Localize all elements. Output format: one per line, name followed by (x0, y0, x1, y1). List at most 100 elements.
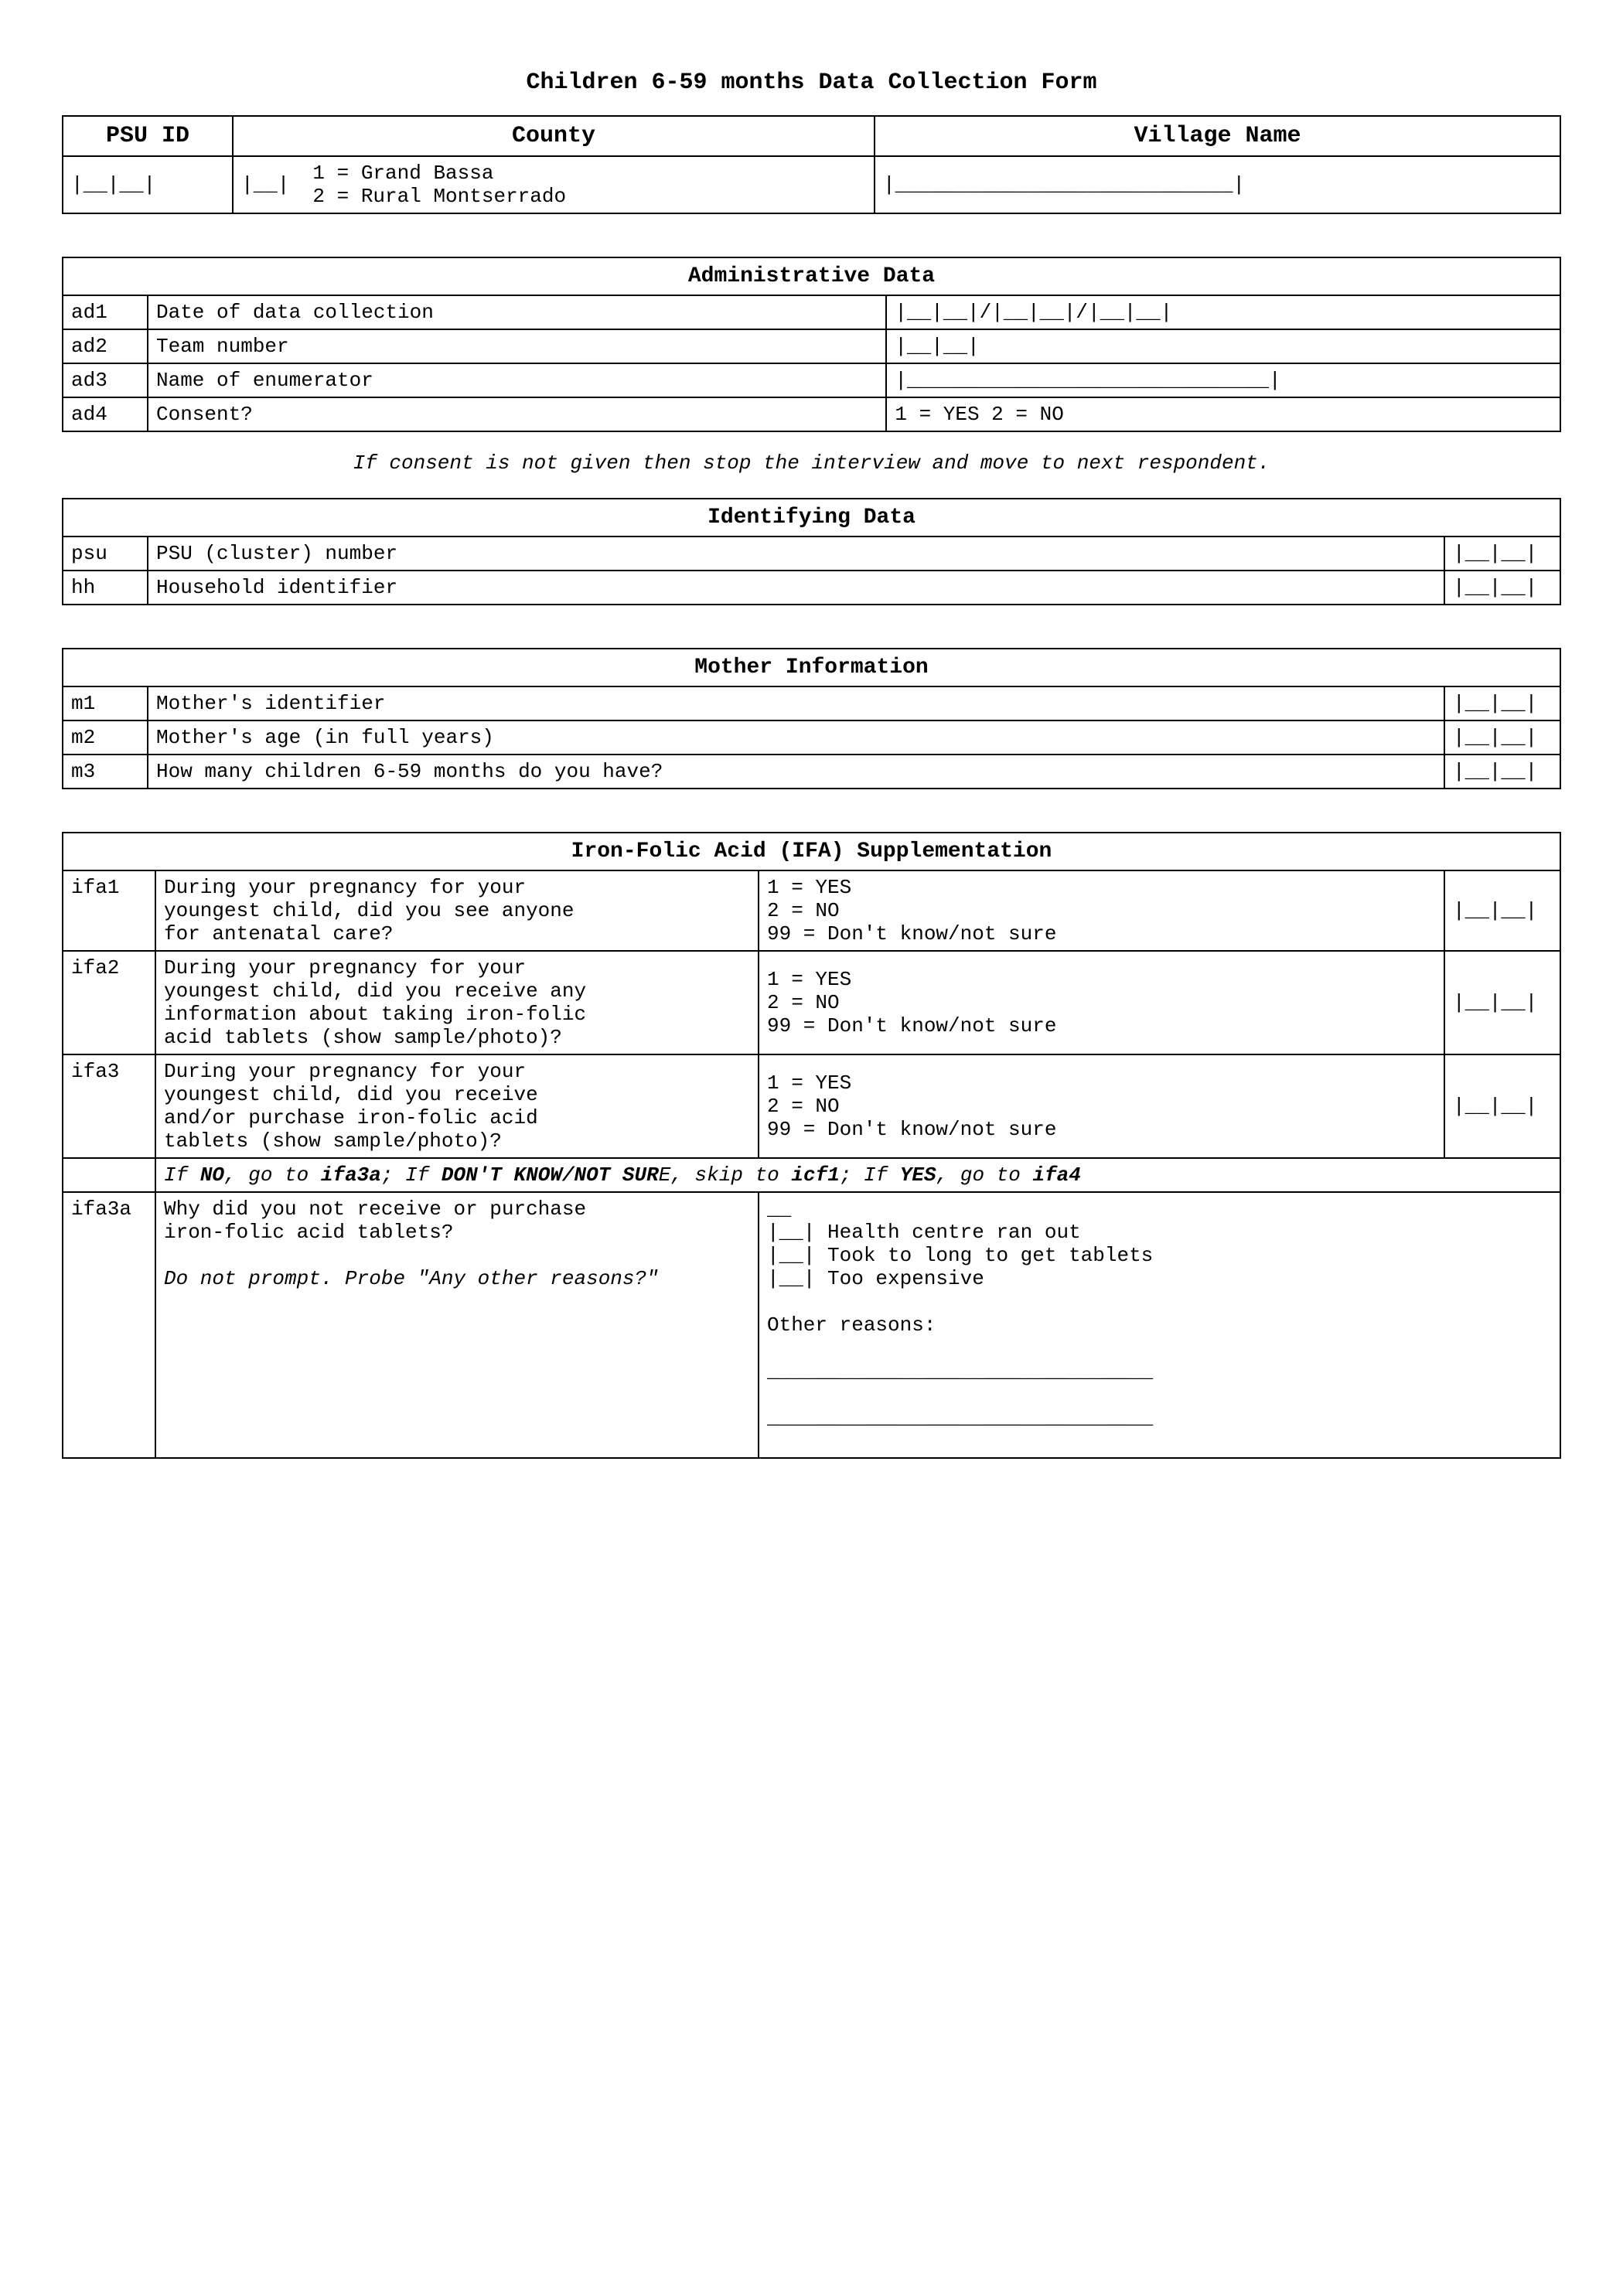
ifa1-opt-dk: 99 = Don't know/not sure (767, 922, 1436, 945)
ifa1-opt-yes: 1 = YES (767, 876, 1436, 899)
m3-value[interactable]: |__|__| (1444, 755, 1560, 789)
skip-t5: , go to (936, 1163, 1033, 1187)
ifa1-q-line2: youngest child, did you see anyone (164, 899, 750, 922)
ad1-label: Date of data collection (148, 295, 886, 329)
ifa2-code: ifa2 (63, 951, 155, 1054)
psu-id-header: PSU ID (63, 116, 233, 156)
ifa3a-other-line1[interactable]: ________________________________ (767, 1360, 1552, 1383)
village-blank[interactable]: |____________________________| (875, 156, 1560, 213)
ifa1-q-line1: During your pregnancy for your (164, 876, 750, 899)
psu-value[interactable]: |__|__| (1444, 537, 1560, 571)
ifa1-opt-no: 2 = NO (767, 899, 1436, 922)
ad2-label: Team number (148, 329, 886, 363)
ifa3a-opt2: |__| Took to long to get tablets (767, 1244, 1552, 1267)
ad4-code: ad4 (63, 397, 148, 431)
ifa3-opt-dk: 99 = Don't know/not sure (767, 1118, 1436, 1141)
psu-label: PSU (cluster) number (148, 537, 1444, 571)
ident-header: Identifying Data (63, 499, 1560, 537)
psu-code: psu (63, 537, 148, 571)
form-title: Children 6-59 months Data Collection For… (62, 70, 1561, 96)
ad3-label: Name of enumerator (148, 363, 886, 397)
ifa3-code: ifa3 (63, 1054, 155, 1158)
ifa2-q-line2: youngest child, did you receive any (164, 979, 750, 1003)
county-options: 1 = Grand Bassa 2 = Rural Montserrado (312, 162, 566, 208)
skip-t3: ; If (381, 1163, 442, 1187)
county-blank: |__| (241, 173, 289, 196)
ifa2-q-line4: acid tablets (show sample/photo)? (164, 1026, 750, 1049)
mother-header: Mother Information (63, 649, 1560, 686)
ad4-value[interactable]: 1 = YES 2 = NO (886, 397, 1560, 431)
ad4-label: Consent? (148, 397, 886, 431)
ifa-skip-blank (63, 1158, 155, 1192)
skip-b3: DON'T KNOW/NOT SUR (442, 1163, 659, 1187)
ifa2-answer[interactable]: |__|__| (1444, 951, 1560, 1054)
ifa3a-other-line2[interactable]: ________________________________ (767, 1406, 1552, 1429)
ifa3a-opt0: __ (767, 1197, 1552, 1221)
ifa3a-question: Why did you not receive or purchase iron… (155, 1192, 759, 1458)
ifa3a-options[interactable]: __ |__| Health centre ran out |__| Took … (759, 1192, 1560, 1458)
mother-table: Mother Information m1 Mother's identifie… (62, 648, 1561, 789)
m2-label: Mother's age (in full years) (148, 720, 1444, 755)
ifa2-opt-yes: 1 = YES (767, 968, 1436, 991)
skip-b6: ifa4 (1032, 1163, 1080, 1187)
m2-code: m2 (63, 720, 148, 755)
m1-code: m1 (63, 686, 148, 720)
skip-b2: ifa3a (321, 1163, 381, 1187)
psu-id-blank[interactable]: |__|__| (63, 156, 233, 213)
ifa3a-opt3: |__| Too expensive (767, 1267, 1552, 1290)
ifa3a-opt1: |__| Health centre ran out (767, 1221, 1552, 1244)
top-table: PSU ID County Village Name |__|__| |__| … (62, 115, 1561, 214)
ifa3-q-line1: During your pregnancy for your (164, 1060, 750, 1083)
ifa2-opt-dk: 99 = Don't know/not sure (767, 1014, 1436, 1037)
ad1-value[interactable]: |__|__|/|__|__|/|__|__| (886, 295, 1560, 329)
ifa3-answer[interactable]: |__|__| (1444, 1054, 1560, 1158)
skip-b4: icf1 (791, 1163, 839, 1187)
ifa1-options: 1 = YES 2 = NO 99 = Don't know/not sure (759, 870, 1444, 951)
skip-b1: NO (200, 1163, 224, 1187)
m1-value[interactable]: |__|__| (1444, 686, 1560, 720)
ifa-header: Iron-Folic Acid (IFA) Supplementation (63, 833, 1560, 870)
ad3-code: ad3 (63, 363, 148, 397)
skip-t4: ; If (840, 1163, 900, 1187)
hh-code: hh (63, 571, 148, 605)
m3-label: How many children 6-59 months do you hav… (148, 755, 1444, 789)
hh-label: Household identifier (148, 571, 1444, 605)
skip-t2: , go to (224, 1163, 321, 1187)
ifa1-question: During your pregnancy for your youngest … (155, 870, 759, 951)
ifa1-q-line3: for antenatal care? (164, 922, 750, 945)
ifa3a-q-line2: iron-folic acid tablets? (164, 1221, 750, 1244)
ifa-table: Iron-Folic Acid (IFA) Supplementation if… (62, 832, 1561, 1459)
m3-code: m3 (63, 755, 148, 789)
m2-value[interactable]: |__|__| (1444, 720, 1560, 755)
county-cell[interactable]: |__| 1 = Grand Bassa 2 = Rural Montserra… (233, 156, 875, 213)
ifa3a-probe: Do not prompt. Probe "Any other reasons?… (164, 1267, 750, 1290)
ad2-value[interactable]: |__|__| (886, 329, 1560, 363)
ident-table: Identifying Data psu PSU (cluster) numbe… (62, 498, 1561, 605)
county-header: County (233, 116, 875, 156)
m1-label: Mother's identifier (148, 686, 1444, 720)
ifa3a-code: ifa3a (63, 1192, 155, 1458)
ifa3-q-line3: and/or purchase iron-folic acid (164, 1106, 750, 1129)
ifa-skip-instruction: If NO, go to ifa3a; If DON'T KNOW/NOT SU… (155, 1158, 1560, 1192)
ifa3-question: During your pregnancy for your youngest … (155, 1054, 759, 1158)
admin-table: Administrative Data ad1 Date of data col… (62, 257, 1561, 432)
county-opt-2: 2 = Rural Montserrado (312, 185, 566, 208)
ad3-value[interactable]: |______________________________| (886, 363, 1560, 397)
county-opt-1: 1 = Grand Bassa (312, 162, 566, 185)
consent-note: If consent is not given then stop the in… (62, 451, 1561, 475)
hh-value[interactable]: |__|__| (1444, 571, 1560, 605)
ifa2-options: 1 = YES 2 = NO 99 = Don't know/not sure (759, 951, 1444, 1054)
ad2-code: ad2 (63, 329, 148, 363)
ifa2-q-line3: information about taking iron-folic (164, 1003, 750, 1026)
ifa2-q-line1: During your pregnancy for your (164, 956, 750, 979)
ifa2-question: During your pregnancy for your youngest … (155, 951, 759, 1054)
ifa2-opt-no: 2 = NO (767, 991, 1436, 1014)
skip-b5: YES (900, 1163, 936, 1187)
skip-t3b: E, skip to (659, 1163, 792, 1187)
ifa1-code: ifa1 (63, 870, 155, 951)
admin-header: Administrative Data (63, 257, 1560, 295)
ifa3a-q-line1: Why did you not receive or purchase (164, 1197, 750, 1221)
ifa1-answer[interactable]: |__|__| (1444, 870, 1560, 951)
ifa3-opt-yes: 1 = YES (767, 1071, 1436, 1095)
skip-t1: If (164, 1163, 200, 1187)
